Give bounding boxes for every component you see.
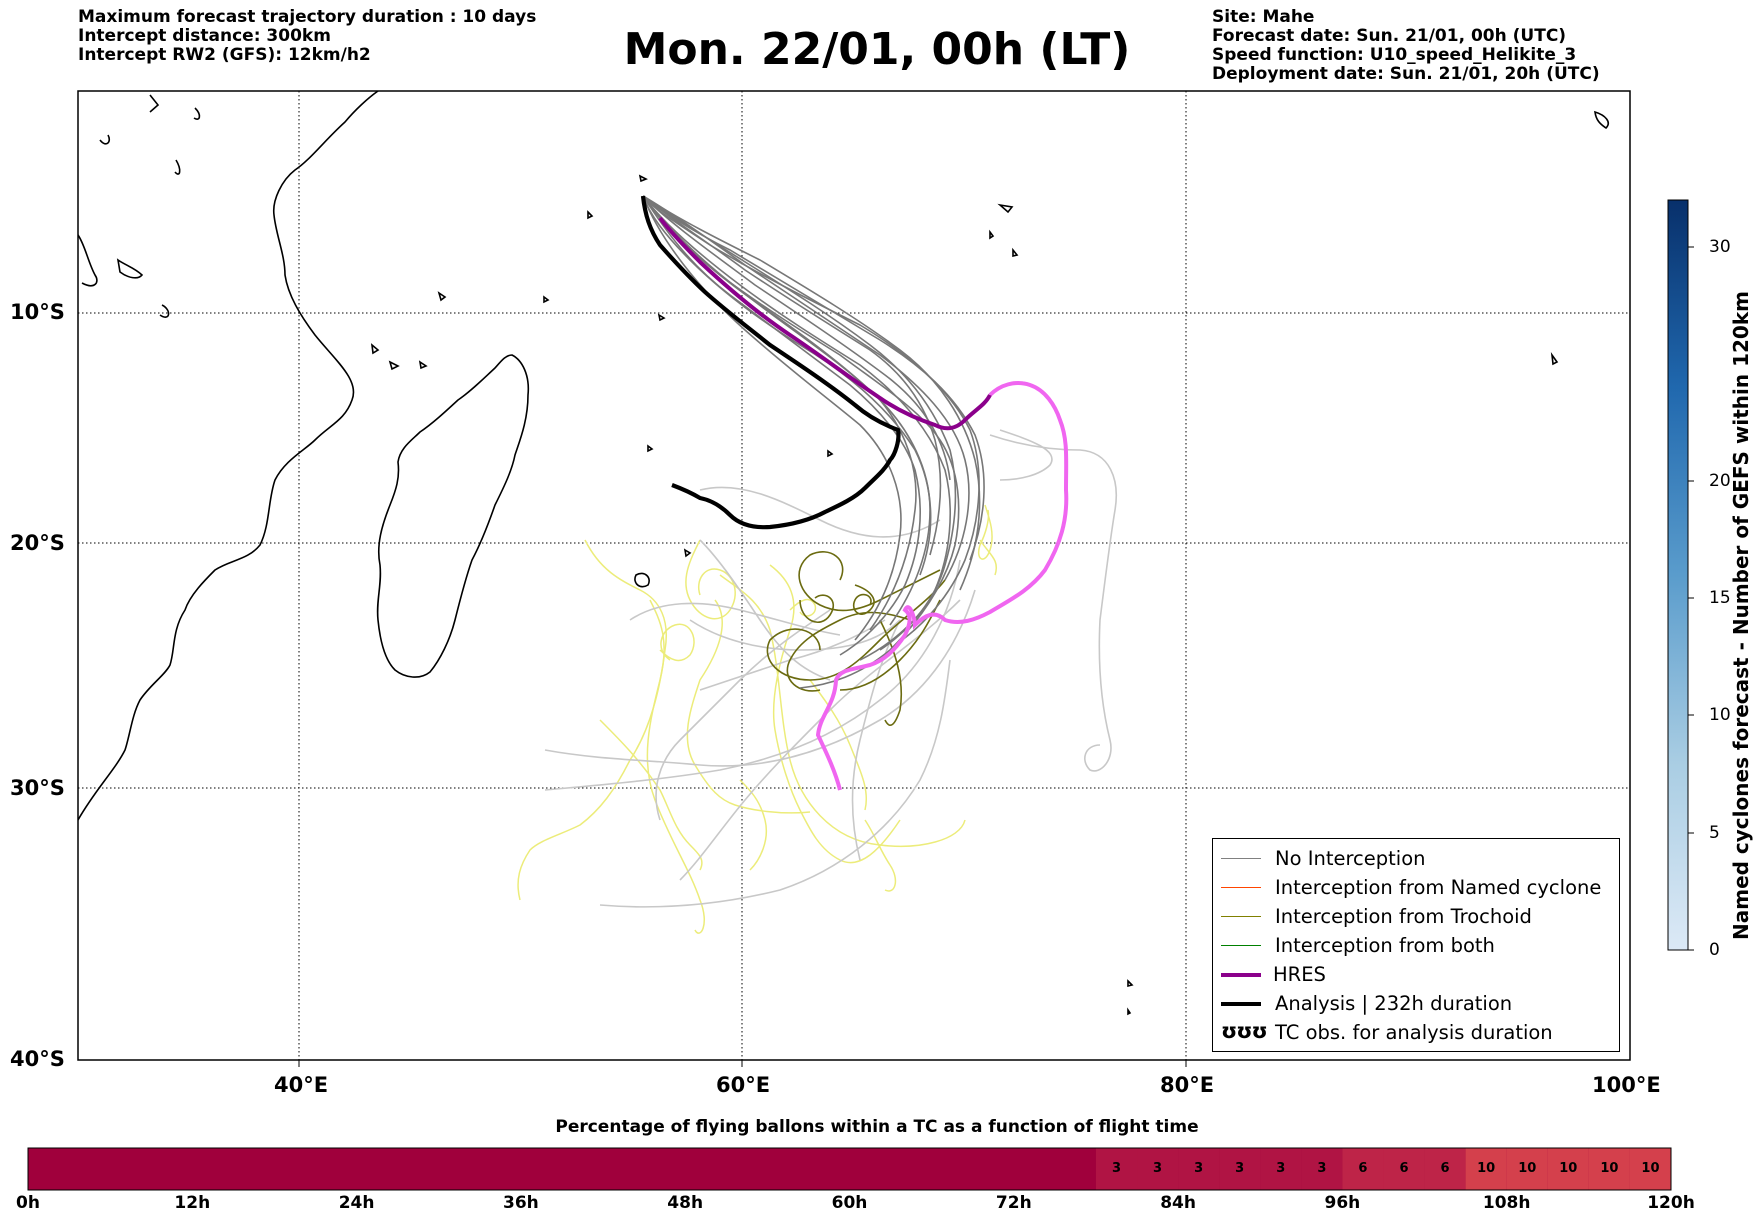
flight-bar-segment-value: 10	[1600, 1161, 1619, 1176]
colorbar-tick-10: 10	[1709, 705, 1731, 725]
flight-bar-segment-value: 3	[1153, 1161, 1163, 1176]
flight-bar-tick-label: 0h	[16, 1193, 40, 1213]
light-gray-trajectories	[544, 429, 1117, 908]
flight-bar-tick-label: 108h	[1482, 1193, 1531, 1213]
lon-label-80e: 80°E	[1160, 1073, 1215, 1097]
flight-bar-tick-label: 48h	[667, 1193, 704, 1213]
flight-bar-segment	[1342, 1148, 1384, 1190]
flight-bar-segment	[1506, 1148, 1548, 1190]
lon-label-100e: 100°E	[1592, 1073, 1661, 1097]
map-frame-border	[77, 90, 1631, 1061]
flight-bar-segment	[1178, 1148, 1220, 1190]
flight-bar-tick-label: 36h	[503, 1193, 539, 1213]
header-right: Site: Mahe Forecast date: Sun. 21/01, 00…	[1212, 8, 1600, 84]
flight-bar-tick-label: 120h	[1647, 1193, 1695, 1213]
legend-item-named-cyclone: Interception from Named cyclone	[1213, 874, 1619, 902]
yellow-trajectories	[517, 504, 997, 934]
flight-bar-tick-label: 96h	[1324, 1193, 1361, 1213]
flight-bar-title: Percentage of flying ballons within a TC…	[555, 1117, 1199, 1137]
flight-bar-tick-label: 24h	[338, 1193, 375, 1213]
flight-bar-segment-value: 10	[1559, 1161, 1578, 1176]
flight-bar-border	[27, 1147, 1672, 1191]
legend-item-tc-obs: ʊʊʊ TC obs. for analysis duration	[1221, 1019, 1553, 1044]
colorbar-label: Named cyclones forecast - Number of GEFS…	[1729, 291, 1753, 940]
flight-bar-segment-value: 3	[1111, 1161, 1122, 1176]
legend-item-no-interception: No Interception	[1213, 845, 1619, 873]
flight-bar-segment	[1465, 1148, 1507, 1190]
flight-bar-segment	[1095, 1148, 1138, 1190]
flight-bar-tick-label: 72h	[995, 1193, 1032, 1213]
flight-bar-tick-label: 60h	[831, 1193, 868, 1213]
flight-bar-segment-value: 6	[1358, 1161, 1368, 1176]
coastline	[78, 91, 1610, 1016]
legend-item-hres: HRES	[1213, 961, 1619, 989]
flight-bar-tick-label: 84h	[1160, 1193, 1196, 1213]
colorbar-tick-20: 20	[1709, 471, 1731, 491]
intercept-rw2-text: Intercept RW2 (GFS): 12km/h2	[78, 45, 371, 65]
analysis-trajectory	[640, 195, 901, 530]
flight-bar-segment-value: 10	[1477, 1161, 1496, 1176]
colorbar-tick-5: 5	[1709, 823, 1720, 843]
flight-bar-segment-value: 3	[1276, 1161, 1286, 1176]
axis-ticks	[298, 1060, 1187, 1067]
site-text: Site: Mahe	[1212, 7, 1315, 27]
colorbar-tick-0: 0	[1709, 940, 1720, 960]
flight-bar-segment	[1260, 1148, 1302, 1190]
flight-bar-segment	[1629, 1148, 1671, 1190]
lon-label-60e: 60°E	[716, 1073, 771, 1097]
hres-trajectory-pink	[815, 381, 1069, 791]
colorbar	[1667, 199, 1689, 951]
flight-bar-segment-value: 6	[1440, 1161, 1450, 1176]
flight-bar-segment-value: 3	[1235, 1161, 1245, 1176]
legend-item-analysis: Analysis | 232h duration	[1213, 990, 1619, 1018]
flight-bar-segment-value: 10	[1641, 1161, 1660, 1176]
deployment-date-text: Deployment date: Sun. 21/01, 20h (UTC)	[1212, 64, 1600, 84]
lat-label-30s: 30°S	[10, 776, 65, 800]
colorbar-ticks	[1688, 246, 1694, 951]
page-title: Mon. 22/01, 00h (LT)	[623, 24, 1131, 75]
flight-bar-segment	[1588, 1148, 1630, 1190]
madagascar-coast	[376, 354, 530, 678]
colorbar-tick-15: 15	[1709, 588, 1731, 608]
flight-bar-segment	[1383, 1148, 1425, 1190]
flight-bar-segment	[1219, 1148, 1261, 1190]
lat-label-20s: 20°S	[10, 531, 65, 555]
flight-bar-segment-value: 10	[1518, 1161, 1537, 1176]
tc-obs-symbol: ʊʊʊ	[1221, 1019, 1268, 1043]
legend: No Interception Interception from Named …	[1212, 838, 1620, 1052]
legend-item-trochoid: Interception from Trochoid	[1213, 903, 1619, 931]
lat-label-10s: 10°S	[10, 300, 65, 324]
max-duration-text: Maximum forecast trajectory duration : 1…	[78, 7, 537, 27]
map-gridlines	[78, 91, 1630, 1060]
flight-bar-segment	[1547, 1148, 1589, 1190]
flight-bar-segment	[1424, 1148, 1466, 1190]
flight-bar-tick-label: 12h	[174, 1193, 211, 1213]
intercept-distance-text: Intercept distance: 300km	[78, 26, 331, 46]
speed-function-text: Speed function: U10_speed_Helikite_3	[1212, 45, 1577, 65]
flight-bar-segment-value: 3	[1194, 1161, 1204, 1176]
forecast-date-text: Forecast date: Sun. 21/01, 00h (UTC)	[1212, 26, 1567, 46]
flight-bar-segment	[1137, 1148, 1179, 1190]
header-left: Maximum forecast trajectory duration : 1…	[78, 8, 536, 65]
lat-label-40s: 40°S	[10, 1047, 65, 1071]
flight-bar-segment	[1301, 1148, 1343, 1190]
trochoid-trajectories	[766, 551, 946, 726]
legend-item-both: Interception from both	[1213, 932, 1619, 960]
colorbar-tick-30: 30	[1709, 237, 1731, 257]
hres-trajectory	[658, 216, 992, 431]
flight-bar-segment-value: 6	[1399, 1161, 1409, 1176]
lon-label-40e: 40°E	[274, 1073, 329, 1097]
flight-bar-segment-value: 3	[1317, 1161, 1327, 1176]
flight-time-bar	[27, 1147, 1672, 1191]
